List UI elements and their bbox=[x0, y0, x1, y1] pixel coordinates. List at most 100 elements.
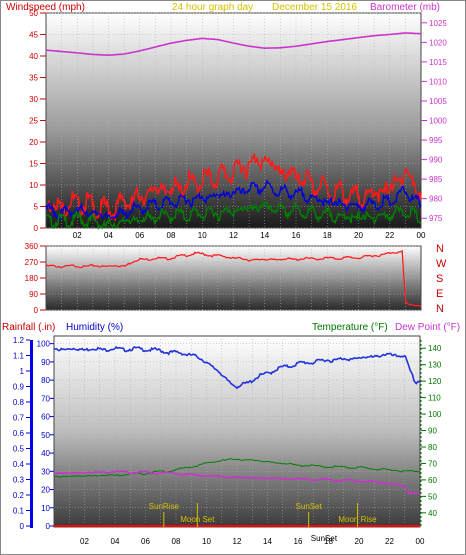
wind-tick-label: 0 bbox=[34, 224, 39, 233]
astro-label: SunRise bbox=[149, 502, 180, 511]
hour-tick-label: 08 bbox=[172, 537, 181, 546]
direction-axis-ticks: 0 90 180 270 360 bbox=[25, 242, 46, 315]
humidity-header: Humidity (%) bbox=[66, 322, 123, 333]
average-wind-line bbox=[45, 179, 422, 221]
hour-tick-label: 00 bbox=[417, 231, 426, 240]
dewpoint-line bbox=[53, 458, 421, 478]
wind-barometer-panel: Windspeed (mph) 24 hour graph day Decemb… bbox=[6, 2, 447, 240]
rain-tick-label: 0 bbox=[20, 522, 25, 531]
humidity-tick-label: 40 bbox=[41, 449, 50, 458]
wind-axis-ticks: 0 5 10 15 20 25 30 35 40 45 50 bbox=[29, 9, 46, 233]
temperature-tick-label: 120 bbox=[428, 377, 442, 386]
hour-tick-label: 12 bbox=[229, 231, 238, 240]
temperature-tick-label: 130 bbox=[428, 361, 442, 370]
temperature-line bbox=[53, 469, 420, 495]
humidity-line bbox=[53, 345, 421, 390]
wind-tick-label: 30 bbox=[29, 95, 38, 104]
astro-label: Moon Set bbox=[180, 515, 215, 524]
wind-tick-label: 20 bbox=[29, 138, 38, 147]
hour-tick-label: 16 bbox=[292, 231, 301, 240]
barometer-header: Barometer (mb) bbox=[370, 2, 440, 13]
wind-tick-label: 35 bbox=[29, 74, 38, 83]
hour-tick-label: 02 bbox=[80, 537, 89, 546]
direction-tick-label: 360 bbox=[25, 242, 39, 251]
rain-tick-label: 0.9 bbox=[13, 383, 25, 392]
hour-tick-label: 04 bbox=[104, 231, 113, 240]
rain-humidity-temperature-panel: Rainfall (.in) Humidity (%) Temperature … bbox=[2, 322, 460, 546]
rain-axis-ticks: 0 0.1 0.2 0.3 0.4 0.5 0.6 0.7 0.8 0.9 1 1.1 1.2 bbox=[13, 336, 30, 531]
hour-tick-label: 20 bbox=[354, 231, 363, 240]
barometer-tick-label: 1025 bbox=[429, 19, 447, 28]
wind-series bbox=[45, 32, 422, 231]
temperature-header: Temperature (°F) bbox=[312, 322, 388, 333]
hour-tick-label: 22 bbox=[385, 231, 394, 240]
hour-tick-label: 02 bbox=[73, 231, 82, 240]
astro-label: SunSet bbox=[296, 502, 323, 511]
temperature-tick-label: 60 bbox=[428, 476, 437, 485]
astro-markers: SunRise SunSet Moon Set Moon Rise SunSet bbox=[149, 502, 377, 543]
astro-label: Moon Rise bbox=[338, 515, 377, 524]
barometer-tick-label: 980 bbox=[429, 195, 443, 204]
rain-tick-label: 0.5 bbox=[13, 445, 25, 454]
hour-tick-label: 10 bbox=[202, 537, 211, 546]
humidity-tick-label: 80 bbox=[41, 376, 50, 385]
temperature-tick-label: 70 bbox=[428, 459, 437, 468]
temperature-tick-label: 140 bbox=[428, 344, 442, 353]
temperature-tick-label: 80 bbox=[428, 443, 437, 452]
hour-tick-label: 04 bbox=[111, 537, 120, 546]
humidity-tick-label: 60 bbox=[41, 413, 50, 422]
barometer-tick-label: 995 bbox=[429, 136, 443, 145]
rain-tick-label: 0.1 bbox=[13, 507, 25, 516]
windspeed-header: Windspeed (mph) bbox=[6, 2, 85, 13]
direction-line bbox=[45, 249, 422, 308]
temperature-tick-label: 110 bbox=[428, 394, 441, 403]
rainfall-header: Rainfall (.in) bbox=[2, 322, 55, 333]
humidity-axis-ticks: 0 10 20 30 40 50 60 70 80 90 100 bbox=[37, 340, 54, 531]
hour-tick-label: 20 bbox=[355, 537, 364, 546]
wind-tick-label: 50 bbox=[29, 9, 38, 18]
hour-tick-label: 16 bbox=[294, 537, 303, 546]
humidity-tick-label: 10 bbox=[41, 504, 50, 513]
compass-label: W bbox=[436, 258, 447, 270]
low-wind-line bbox=[45, 200, 422, 231]
barometer-tick-label: 1020 bbox=[429, 38, 447, 47]
compass-label: E bbox=[436, 288, 443, 300]
rain-axis-bar bbox=[30, 340, 33, 528]
compass-label: S bbox=[436, 273, 443, 285]
wind-tick-label: 40 bbox=[29, 52, 38, 61]
temperature-axis-ticks: 40 50 60 70 80 90 100 110 120 130 140 bbox=[420, 340, 442, 528]
humidity-tick-label: 90 bbox=[41, 358, 50, 367]
barometer-tick-label: 975 bbox=[429, 214, 443, 223]
wind-tick-label: 45 bbox=[29, 31, 38, 40]
rain-tick-label: 0.2 bbox=[13, 491, 25, 500]
barometer-tick-label: 985 bbox=[429, 175, 443, 184]
humidity-tick-label: 70 bbox=[41, 394, 50, 403]
dewpoint-header: Dew Point (°F) bbox=[395, 322, 460, 333]
wind-tick-label: 5 bbox=[34, 203, 39, 212]
direction-series bbox=[45, 249, 422, 308]
hour-tick-label: 10 bbox=[198, 231, 207, 240]
period-header: 24 hour graph day bbox=[172, 2, 253, 13]
compass-label: N bbox=[436, 303, 444, 315]
direction-tick-label: 270 bbox=[25, 258, 39, 267]
wind-tick-label: 25 bbox=[29, 117, 38, 126]
rain-tick-label: 1.2 bbox=[13, 336, 25, 345]
gust-line bbox=[45, 153, 422, 223]
barometer-tick-label: 1015 bbox=[429, 58, 447, 67]
hour-tick-label: 06 bbox=[135, 231, 144, 240]
rain-tick-label: 0.8 bbox=[13, 398, 25, 407]
direction-tick-label: 0 bbox=[34, 306, 39, 315]
direction-tick-label: 90 bbox=[29, 290, 38, 299]
barometer-tick-label: 1000 bbox=[429, 117, 447, 126]
astro-label: SunSet bbox=[311, 534, 338, 543]
humidity-tick-label: 0 bbox=[46, 522, 51, 531]
barometer-axis-ticks: 975 980 985 990 995 1000 1005 1010 1015 1020 1025 bbox=[421, 19, 447, 223]
temperature-tick-label: 100 bbox=[428, 410, 442, 419]
barometer-tick-label: 990 bbox=[429, 156, 443, 165]
hour-tick-label: 00 bbox=[416, 537, 425, 546]
wind-tick-label: 10 bbox=[29, 181, 38, 190]
humidity-tick-label: 20 bbox=[41, 486, 50, 495]
